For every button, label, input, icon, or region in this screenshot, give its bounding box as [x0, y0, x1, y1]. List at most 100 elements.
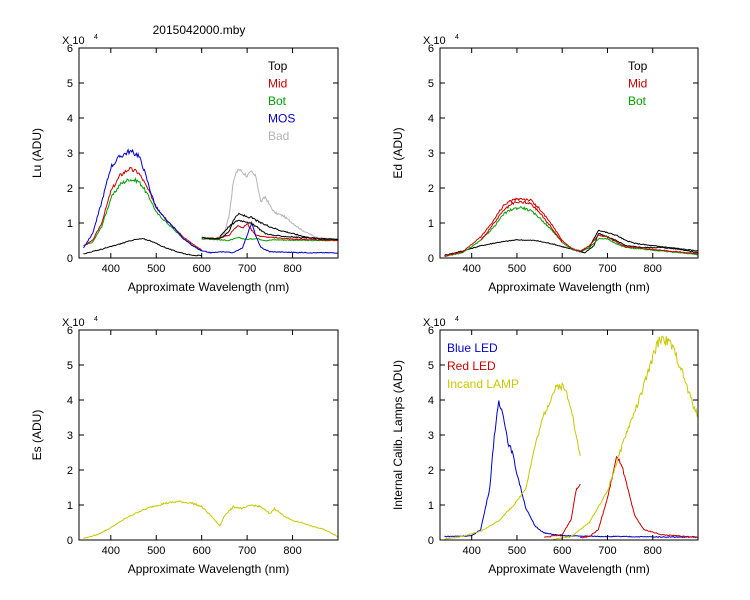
x-tick-label: 600: [553, 545, 571, 557]
y-tick-label: 3: [67, 430, 73, 442]
legend-entry-mid: Mid: [268, 77, 287, 91]
plot-frame: [439, 47, 699, 259]
y-tick-label: 2: [428, 183, 434, 195]
x-axis-label: Approximate Wavelength (nm): [128, 562, 290, 576]
y-tick-label: 2: [67, 183, 73, 195]
series-line-top-1: [201, 212, 339, 241]
series-line-mos-0: [83, 148, 339, 254]
y-axis-label: Internal Calib. Lamps (ADU): [391, 360, 405, 510]
y-tick-label: 0: [428, 535, 434, 547]
figure-title: 2015042000.mby: [153, 23, 246, 37]
legend-entry-mid: Mid: [628, 77, 647, 91]
x-tick-label: 500: [147, 263, 165, 275]
legend-entry-top: Top: [628, 59, 648, 73]
series-line-mid-1: [480, 200, 563, 243]
y-exponent-label: X 10: [62, 317, 85, 329]
y-exponent-label: X 10: [62, 35, 85, 47]
x-tick-label: 400: [463, 263, 481, 275]
x-tick-label: 700: [238, 263, 256, 275]
x-tick-label: 800: [644, 545, 662, 557]
chart-lamps: 400 500 600 700 800 0 1 2 3 4 5 6X 10 4 Approximate W…: [391, 316, 699, 576]
x-tick-label: 500: [508, 545, 526, 557]
plot-frame: [78, 47, 339, 259]
chart-lu: 400 500 600 700 800 0 1 2 3 4 5 6X 10 4 Approximate W…: [30, 34, 339, 294]
y-tick-label: 1: [67, 218, 73, 230]
legend-entry-incand-lamp: Incand LAMP: [447, 377, 519, 391]
x-tick-label: 800: [644, 263, 662, 275]
legend-entry-bot: Bot: [268, 94, 287, 108]
y-tick-label: 4: [67, 395, 73, 407]
x-tick-label: 400: [463, 545, 481, 557]
y-exponent-label: X 10: [423, 35, 446, 47]
y-tick-label: 4: [67, 113, 73, 125]
x-tick-label: 600: [193, 263, 211, 275]
x-tick-label: 600: [553, 263, 571, 275]
legend-entry-top: Top: [268, 59, 288, 73]
y-tick-label: 6: [67, 325, 73, 337]
x-axis-label: Approximate Wavelength (nm): [128, 280, 290, 294]
legend-entry-red-led: Red LED: [447, 359, 496, 373]
y-exponent-power: 4: [455, 34, 459, 41]
series-line-red-led-1: [579, 455, 698, 539]
y-tick-label: 3: [428, 148, 434, 160]
series-line-top-1: [579, 229, 699, 253]
x-tick-label: 700: [598, 545, 616, 557]
series-line-mid-0: [83, 166, 203, 251]
y-exponent-label: X 10: [423, 317, 446, 329]
y-tick-label: 0: [428, 253, 434, 265]
y-tick-label: 5: [428, 360, 434, 372]
y-axis-label: Es (ADU): [30, 410, 44, 461]
legend-entry-mos: MOS: [268, 112, 295, 126]
y-tick-label: 4: [428, 395, 434, 407]
legend-entry-bot: Bot: [628, 94, 647, 108]
y-tick-label: 3: [67, 148, 73, 160]
y-tick-label: 0: [67, 253, 73, 265]
series-line-bot-1: [201, 236, 339, 242]
y-exponent-power: 4: [455, 316, 459, 323]
plot-frame: [78, 329, 339, 541]
series-line-incand-lamp-0: [444, 381, 581, 540]
series-line-top-2: [219, 219, 339, 240]
chart-ed: 400 500 600 700 800 0 1 2 3 4 5 6X 10 4 Approximate W…: [391, 34, 699, 294]
legend-entry-blue-led: Blue LED: [447, 341, 498, 355]
y-tick-label: 6: [67, 43, 73, 55]
y-tick-label: 2: [67, 465, 73, 477]
y-tick-label: 4: [428, 113, 434, 125]
y-tick-label: 5: [67, 78, 73, 90]
x-tick-label: 800: [283, 545, 301, 557]
y-exponent-power: 4: [94, 316, 98, 323]
x-tick-label: 400: [102, 263, 120, 275]
x-tick-label: 400: [102, 545, 120, 557]
chart-es: 400 500 600 700 800 0 1 2 3 4 5 6X 10 4 Approximate W…: [30, 316, 339, 576]
x-tick-label: 500: [147, 545, 165, 557]
series-line-mid-0: [444, 197, 699, 257]
y-tick-label: 6: [428, 43, 434, 55]
x-tick-label: 500: [508, 263, 526, 275]
y-axis-label: Ed (ADU): [391, 127, 405, 178]
y-tick-label: 1: [428, 500, 434, 512]
y-tick-label: 1: [428, 218, 434, 230]
y-tick-label: 1: [67, 500, 73, 512]
series-line-incand-lamp-1: [552, 335, 699, 540]
y-exponent-power: 4: [94, 34, 98, 41]
series-line-top-0: [83, 237, 202, 257]
x-tick-label: 800: [283, 263, 301, 275]
y-tick-label: 5: [428, 78, 434, 90]
series-line-es-0: [83, 500, 339, 539]
x-axis-label: Approximate Wavelength (nm): [488, 562, 650, 576]
y-tick-label: 3: [428, 430, 434, 442]
y-tick-label: 6: [428, 325, 434, 337]
series-line-red-led-0: [544, 483, 581, 538]
x-tick-label: 700: [598, 263, 616, 275]
x-tick-label: 700: [238, 545, 256, 557]
legend-entry-bad: Bad: [268, 129, 289, 143]
x-axis-label: Approximate Wavelength (nm): [488, 280, 650, 294]
series-line-bad-0: [201, 168, 339, 241]
series-line-top-0: [444, 233, 699, 256]
y-axis-label: Lu (ADU): [30, 128, 44, 178]
y-tick-label: 0: [67, 535, 73, 547]
y-tick-label: 2: [428, 465, 434, 477]
y-tick-label: 5: [67, 360, 73, 372]
x-tick-label: 600: [193, 545, 211, 557]
